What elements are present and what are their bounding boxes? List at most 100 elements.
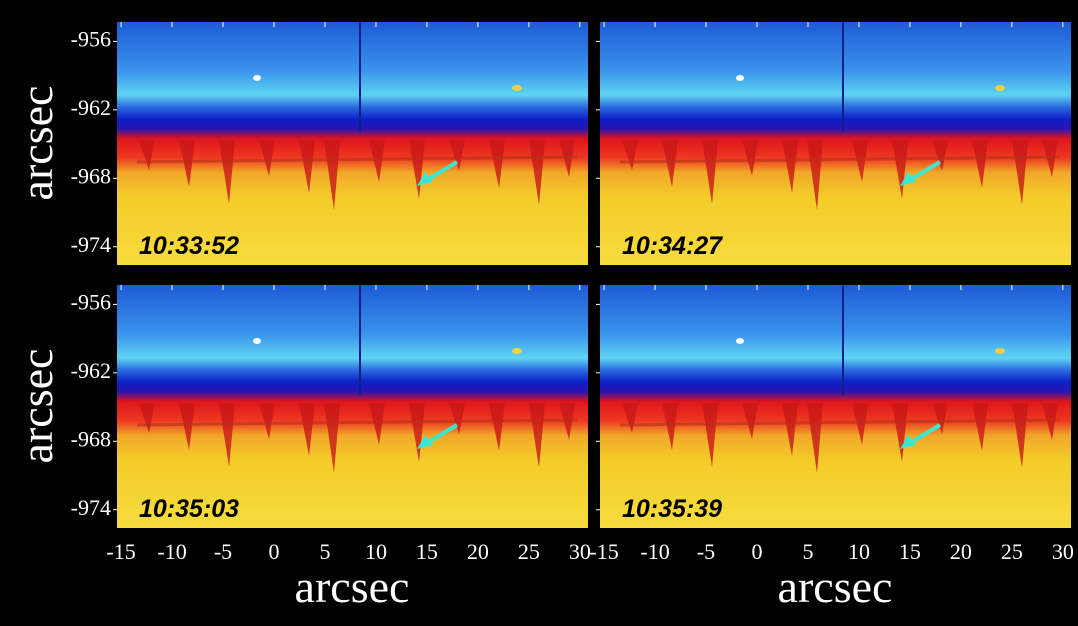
- spicule: [324, 403, 340, 473]
- spicule: [892, 403, 908, 462]
- bright-point: [736, 338, 744, 344]
- spicule: [932, 403, 948, 434]
- bright-point: [512, 85, 522, 91]
- x-tick-label: 10: [365, 539, 387, 564]
- x-tick-label: 5: [802, 539, 813, 564]
- spicule: [299, 403, 315, 456]
- y-tick-label: -968: [71, 163, 111, 188]
- spicule: [409, 403, 425, 462]
- spicule: [702, 403, 718, 467]
- spicule: [852, 140, 868, 182]
- spicule: [369, 140, 385, 182]
- spicule: [662, 140, 678, 187]
- spicule: [179, 403, 195, 450]
- bright-point: [253, 75, 261, 81]
- bright-point: [995, 348, 1005, 354]
- panel: 10:34:27: [596, 22, 1071, 265]
- spicule: [742, 140, 758, 176]
- x-tick-label: 25: [1001, 539, 1023, 564]
- spicule: [852, 403, 868, 445]
- spicule: [972, 140, 988, 188]
- arrow-head: [417, 435, 433, 449]
- spicule: [179, 140, 195, 187]
- spicule: [622, 403, 638, 433]
- arrow-head: [900, 435, 916, 449]
- y-tick-label: -968: [71, 426, 111, 451]
- spicule: [622, 140, 638, 170]
- x-axis-label: arcsec: [295, 561, 410, 612]
- panel: 10:33:52 -956 -962 -968 -974: [71, 22, 588, 265]
- timestamp: 10:35:39: [622, 495, 722, 523]
- spicule: [662, 403, 678, 450]
- solar-image: [117, 285, 588, 528]
- filament-line: [136, 155, 578, 164]
- y-axis-label: arcsec: [11, 349, 62, 464]
- spicule: [892, 140, 908, 199]
- spicule: [219, 403, 235, 467]
- spicule: [489, 140, 505, 188]
- x-tick-label: -15: [589, 539, 618, 564]
- bright-point: [253, 338, 261, 344]
- y-tick-label: -956: [71, 289, 111, 314]
- spicule: [449, 140, 465, 171]
- arrow-shaft: [425, 423, 459, 445]
- bright-point: [995, 85, 1005, 91]
- spicule: [324, 140, 340, 210]
- bright-point: [512, 348, 522, 354]
- x-tick-label: -5: [214, 539, 232, 564]
- spicule: [299, 140, 315, 193]
- x-tick-label: 30: [1052, 539, 1074, 564]
- timestamp: 10:34:27: [622, 232, 723, 260]
- x-tick-label: 25: [518, 539, 540, 564]
- x-tick-label: 30: [569, 539, 591, 564]
- x-tick-label: 15: [899, 539, 921, 564]
- spicule: [139, 403, 155, 433]
- filament-line: [619, 418, 1061, 427]
- spicule: [807, 140, 823, 210]
- spicule: [807, 403, 823, 473]
- y-tick-label: -956: [71, 26, 111, 51]
- x-tick-label: 0: [752, 539, 763, 564]
- filament-line: [619, 155, 1061, 164]
- x-tick-label: -10: [157, 539, 186, 564]
- y-tick-label: -962: [71, 95, 111, 120]
- timestamp: 10:35:03: [139, 495, 239, 523]
- arrow-shaft: [908, 160, 942, 182]
- x-tick-label: 0: [269, 539, 280, 564]
- x-tick-label: 5: [319, 539, 330, 564]
- y-tick-label: -974: [71, 495, 111, 520]
- x-tick-label: 20: [467, 539, 489, 564]
- solar-image: [600, 22, 1071, 265]
- spicule: [742, 403, 758, 439]
- x-tick-label: 15: [416, 539, 438, 564]
- spicule: [259, 140, 275, 176]
- spicule: [782, 403, 798, 456]
- solar-image: [600, 285, 1071, 528]
- filament-line: [136, 418, 578, 427]
- x-tick-label: -15: [106, 539, 135, 564]
- spicule: [932, 140, 948, 171]
- solar-image: [117, 22, 588, 265]
- y-axis-label: arcsec: [11, 86, 62, 201]
- panel: 10:35:39-15 -10 -5 0 5 10 15 20 25 30: [589, 285, 1074, 564]
- x-axis-label: arcsec: [778, 561, 893, 612]
- spicule: [369, 403, 385, 445]
- panel: 10:35:03 -956 -962 -968 -974 -15 -10 -5 0 5 10 15 20…: [71, 285, 591, 564]
- x-tick-label: -5: [697, 539, 715, 564]
- x-tick-label: 10: [848, 539, 870, 564]
- spicule: [449, 403, 465, 434]
- timestamp: 10:33:52: [139, 232, 239, 260]
- y-tick-label: -962: [71, 358, 111, 383]
- spicule: [972, 403, 988, 451]
- spicule: [139, 140, 155, 170]
- arrow-shaft: [425, 160, 459, 182]
- spicule: [259, 403, 275, 439]
- arrow-shaft: [908, 423, 942, 445]
- y-tick-label: -974: [71, 232, 111, 257]
- spicule: [219, 140, 235, 204]
- spicule: [782, 140, 798, 193]
- x-tick-label: 20: [950, 539, 972, 564]
- x-tick-label: -10: [640, 539, 669, 564]
- arrow-head: [417, 172, 433, 186]
